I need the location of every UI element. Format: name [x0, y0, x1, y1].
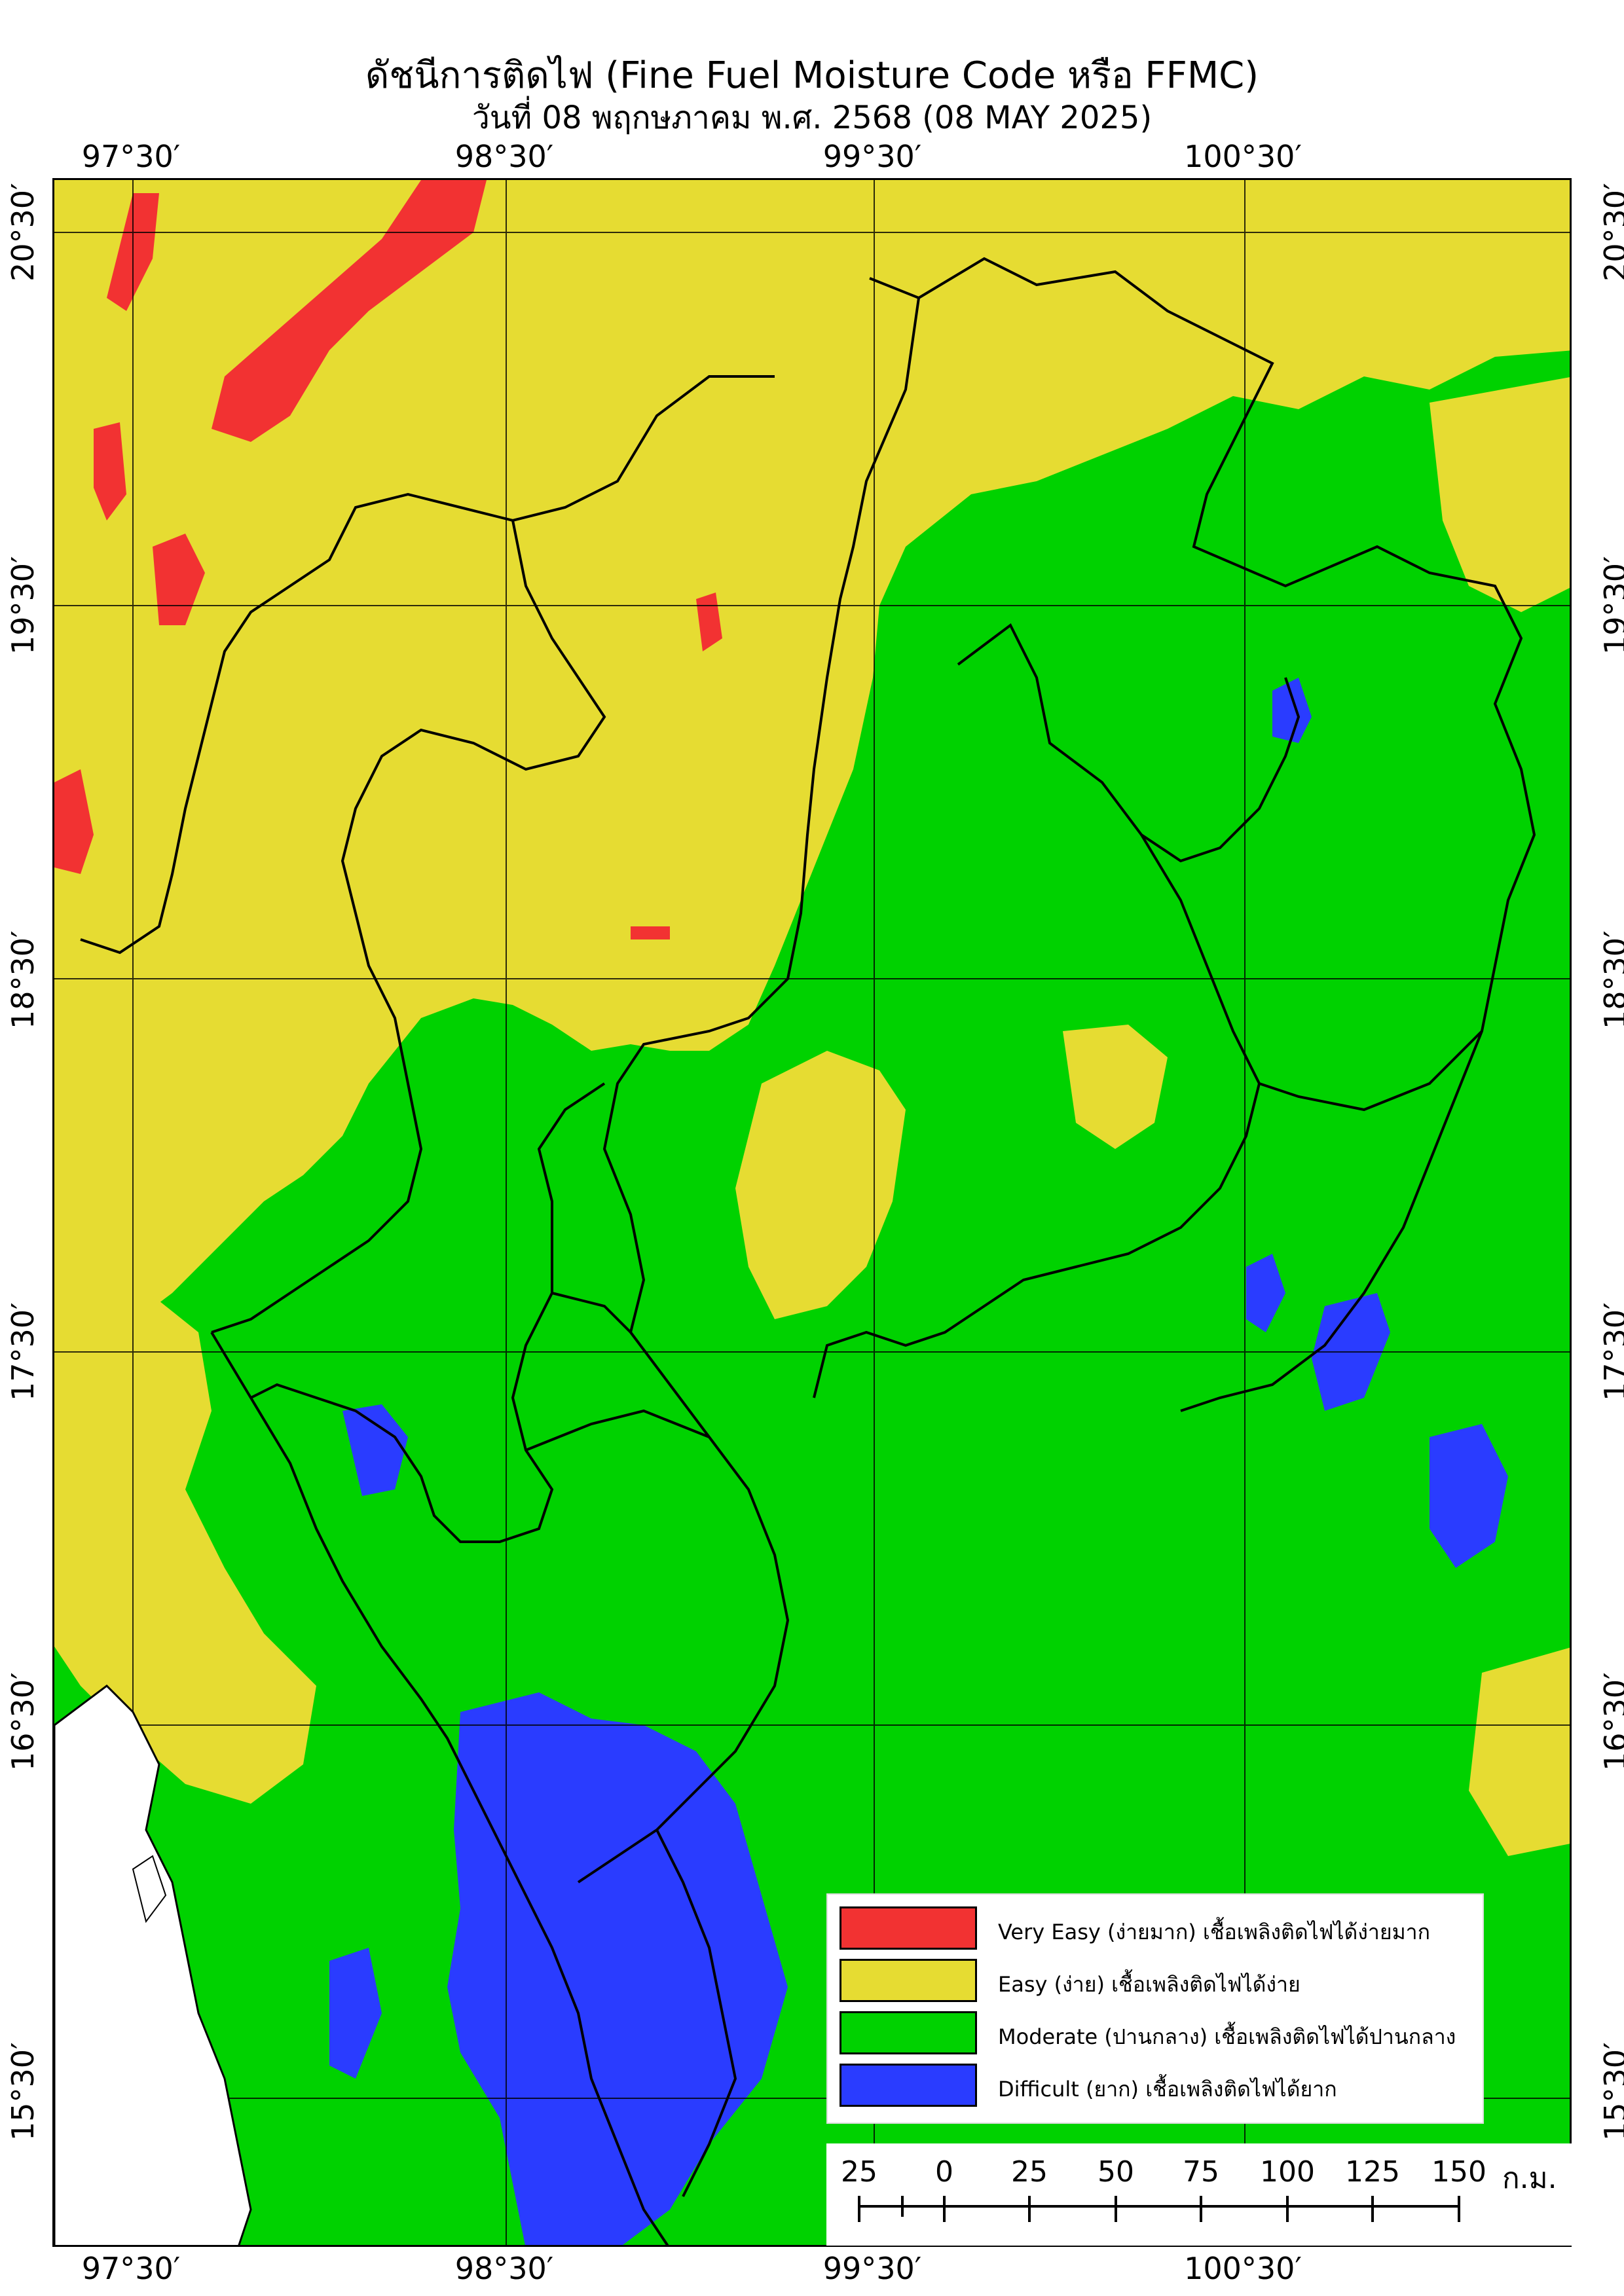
lon-tick-top: 99°30′	[822, 139, 922, 174]
very-easy-zone-1	[212, 180, 487, 442]
scale-label: 0	[935, 2155, 953, 2189]
lon-tick-top: 100°30′	[1184, 139, 1302, 174]
map-area[interactable]	[52, 178, 1572, 2247]
map-legend: Very Easy (ง่ายมาก) เชื้อเพลิงติดไฟได้ง่…	[826, 1893, 1484, 2124]
map-subtitle: วันที่ 08 พฤกษภาคม พ.ศ. 2568 (08 MAY 202…	[471, 100, 1153, 136]
difficult-zone-w	[342, 1404, 408, 1496]
difficult-zone-sw	[329, 1948, 382, 2079]
lon-tick-top: 97°30′	[81, 139, 181, 174]
scale-label: 150	[1431, 2155, 1486, 2189]
lon-tick-top: 98°30′	[454, 139, 554, 174]
easy-zone-se	[1469, 1647, 1570, 1856]
legend-label: Easy (ง่าย) เชื้อเพลิงติดไฟได้ง่าย	[998, 1972, 1301, 1997]
scale-label: 50	[1098, 2155, 1134, 2189]
lat-tick-left: 20°30′	[5, 183, 41, 282]
lon-tick-bottom: 98°30′	[454, 2251, 554, 2286]
difficult-zone-se	[1430, 1424, 1508, 1568]
lat-tick-left: 19°30′	[5, 556, 41, 655]
scale-label: 25	[1011, 2155, 1048, 2189]
lat-tick-right: 17°30′	[1598, 1302, 1624, 1401]
easy-zone-east-patch	[1063, 1025, 1168, 1149]
scale-label: 25	[841, 2155, 877, 2189]
legend-label: Very Easy (ง่ายมาก) เชื้อเพลิงติดไฟได้ง่…	[998, 1920, 1430, 1944]
difficult-zone-ne	[1272, 678, 1312, 743]
scale-label: 125	[1345, 2155, 1400, 2189]
province-boundaries	[80, 257, 1536, 2245]
lon-tick-bottom: 99°30′	[822, 2251, 922, 2286]
easy-zone-west	[54, 1280, 316, 1804]
very-easy-zone-4	[54, 769, 94, 874]
lat-tick-right: 15°30′	[1598, 2042, 1624, 2141]
legend-swatch-green	[840, 2011, 977, 2054]
legend-label: Difficult (ยาก) เชื้อเพลิงติดไฟได้ยาก	[998, 2077, 1337, 2102]
legend-swatch-red	[840, 1906, 977, 1950]
coast-island-1	[132, 1855, 167, 1923]
easy-zone-central	[735, 1051, 906, 1319]
lon-tick-bottom: 100°30′	[1184, 2251, 1302, 2286]
easy-zone-east-strip	[1430, 377, 1570, 612]
very-easy-zone-6	[696, 592, 722, 651]
sea-area	[54, 1685, 252, 2245]
scale-bar: 25 0 25 50 75 100 125 150 ก.ม.	[826, 2143, 1573, 2246]
lon-tick-bottom: 97°30′	[81, 2251, 181, 2286]
lat-tick-left: 15°30′	[5, 2042, 41, 2141]
legend-swatch-blue	[840, 2064, 977, 2107]
scale-label: 100	[1260, 2155, 1315, 2189]
legend-label: Moderate (ปานกลาง) เชื้อเพลิงติดไฟได้ปาน…	[998, 2024, 1456, 2049]
lat-tick-left: 17°30′	[5, 1302, 41, 1401]
legend-swatch-yellow	[840, 1959, 977, 2002]
lat-tick-left: 16°30′	[5, 1672, 41, 1771]
difficult-zone-south	[447, 1692, 788, 2245]
scale-label: 75	[1183, 2155, 1219, 2189]
lat-tick-right: 18°30′	[1598, 930, 1624, 1029]
easy-zone-north	[54, 180, 1570, 1358]
lat-tick-right: 19°30′	[1598, 556, 1624, 655]
scale-bar-ticks	[858, 2196, 1460, 2222]
scale-unit: ก.ม.	[1502, 2162, 1557, 2195]
lat-tick-right: 16°30′	[1598, 1672, 1624, 1771]
lat-tick-right: 20°30′	[1598, 183, 1624, 282]
lat-tick-left: 18°30′	[5, 930, 41, 1029]
very-easy-zone-3	[153, 534, 205, 625]
very-easy-zone-5	[94, 422, 126, 520]
difficult-zone-east	[1246, 1254, 1285, 1332]
very-easy-zone-7	[631, 926, 670, 939]
map-title: ดัชนีการติดไฟ (Fine Fuel Moisture Code ห…	[365, 54, 1259, 97]
ffmc-raster-map	[54, 180, 1570, 2245]
